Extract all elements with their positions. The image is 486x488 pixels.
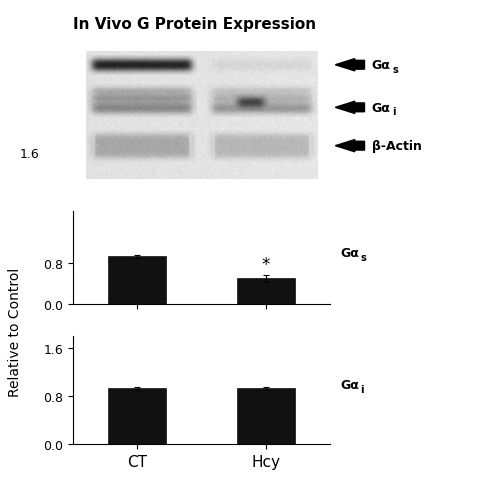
Text: i: i — [392, 107, 396, 117]
FancyArrow shape — [335, 140, 364, 152]
Text: Gα: Gα — [340, 247, 359, 260]
Text: Relative to Control: Relative to Control — [8, 267, 21, 396]
Bar — [237, 388, 295, 444]
FancyArrow shape — [335, 60, 364, 72]
Text: *: * — [262, 255, 270, 273]
Text: s: s — [392, 64, 398, 75]
Text: In Vivo G Protein Expression: In Vivo G Protein Expression — [73, 17, 316, 32]
Bar — [108, 388, 166, 444]
Text: i: i — [361, 384, 364, 394]
Bar — [237, 279, 295, 305]
Text: Gα: Gα — [372, 102, 391, 115]
Text: Gα: Gα — [372, 59, 391, 72]
FancyArrow shape — [335, 102, 364, 114]
Text: s: s — [361, 252, 366, 262]
Text: 1.6: 1.6 — [19, 147, 39, 161]
Text: β-Actin: β-Actin — [372, 140, 422, 153]
Bar — [108, 257, 166, 305]
Text: Gα: Gα — [340, 379, 359, 391]
